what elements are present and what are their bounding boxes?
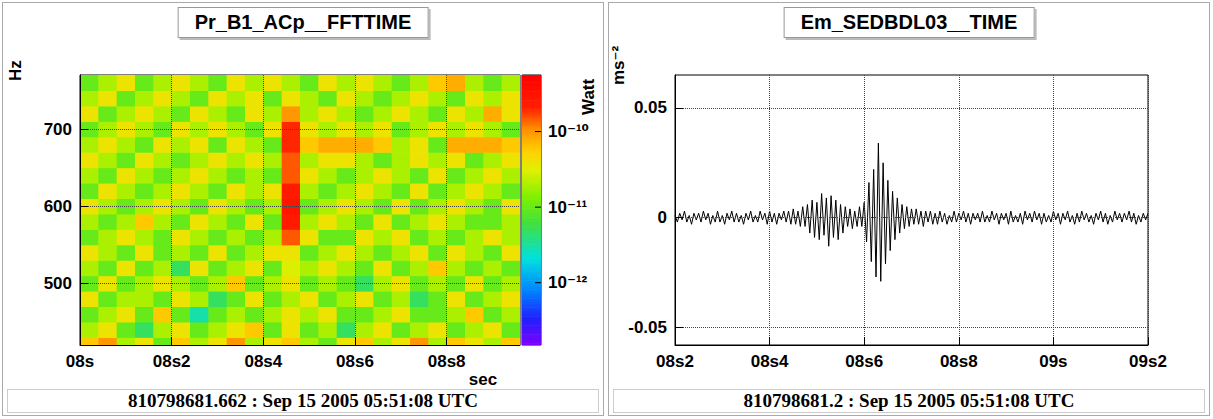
svg-text:-0.05: -0.05 <box>628 318 667 337</box>
svg-text:Watt: Watt <box>579 78 598 115</box>
svg-text:08s8: 08s8 <box>428 352 466 371</box>
svg-text:ms⁻²: ms⁻² <box>609 45 628 85</box>
svg-text:10⁻¹¹: 10⁻¹¹ <box>548 198 588 217</box>
svg-text:10⁻¹⁰: 10⁻¹⁰ <box>548 122 589 141</box>
svg-text:09s: 09s <box>1039 352 1067 371</box>
svg-text:700: 700 <box>44 120 72 139</box>
html-text:810798681.662 : Sep 15 2005 05: 810798681.662 : Sep 15 2005 05:51:08 UTC <box>128 390 478 411</box>
svg-text:08s2: 08s2 <box>153 352 191 371</box>
svg-text:Hz: Hz <box>6 60 25 81</box>
svg-text:0.05: 0.05 <box>634 98 667 117</box>
svg-text:08s6: 08s6 <box>336 352 374 371</box>
svg-text:08s4: 08s4 <box>751 352 789 371</box>
svg-text:500: 500 <box>44 274 72 293</box>
svg-text:09s2: 09s2 <box>1129 352 1167 371</box>
svg-text:08s4: 08s4 <box>244 352 282 371</box>
svg-text:08s2: 08s2 <box>656 352 694 371</box>
svg-text:08s8: 08s8 <box>940 352 978 371</box>
svg-text:0: 0 <box>658 208 667 227</box>
html-text:Em_SEDBDL03__TIME: Em_SEDBDL03__TIME <box>800 11 1018 33</box>
svg-text:08s: 08s <box>66 352 94 371</box>
svg-text:600: 600 <box>44 197 72 216</box>
svg-text:08s6: 08s6 <box>845 352 883 371</box>
svg-text:sec: sec <box>469 370 497 389</box>
svg-text:10⁻¹²: 10⁻¹² <box>548 273 588 292</box>
html-text:Pr_B1_ACp__FFTTIME: Pr_B1_ACp__FFTTIME <box>194 11 412 33</box>
html-text:810798681.2 : Sep 15 2005 05:5: 810798681.2 : Sep 15 2005 05:51:08 UTC <box>743 390 1075 411</box>
